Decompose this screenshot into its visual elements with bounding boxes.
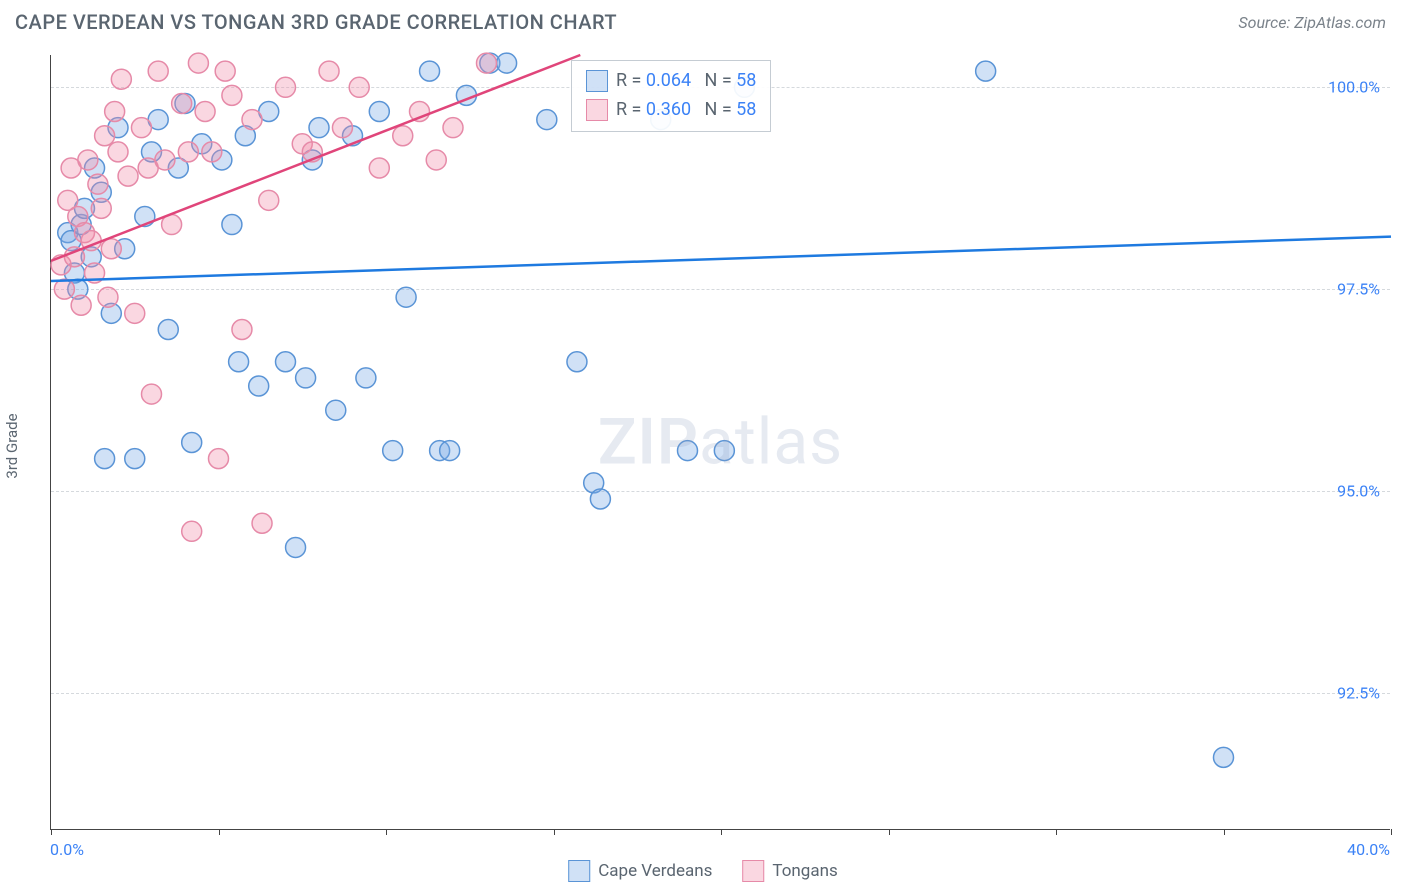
y-tick-label: 95.0% [1337,481,1380,500]
legend-swatch [586,99,608,121]
data-point [54,279,74,299]
data-point [443,118,463,138]
data-point [78,150,98,170]
data-point [105,102,125,122]
data-point [309,118,329,138]
data-point [182,433,202,453]
data-point [118,166,138,186]
data-point [349,77,369,97]
trend-line [51,55,580,261]
data-point [259,190,279,210]
x-tick-mark [889,829,890,835]
data-point [91,198,111,218]
x-tick-mark [1391,829,1392,835]
data-point [477,53,497,73]
data-point [155,150,175,170]
legend-row: R = 0.360 N = 58 [586,96,756,125]
legend-swatch [586,70,608,92]
legend-item: Tongans [742,860,837,882]
legend-swatch [742,860,764,882]
data-point [215,61,235,81]
data-point [125,303,145,323]
data-point [172,93,192,113]
data-point [125,449,145,469]
data-point [182,521,202,541]
series-legend: Cape Verdeans Tongans [568,860,838,882]
data-point [242,110,262,130]
source-attribution: Source: ZipAtlas.com [1238,13,1386,32]
chart-title: CAPE VERDEAN VS TONGAN 3RD GRADE CORRELA… [15,10,617,34]
data-point [590,489,610,509]
legend-swatch [568,860,590,882]
data-point [286,537,306,557]
legend-item: Cape Verdeans [568,860,712,882]
y-tick-label: 97.5% [1337,280,1380,299]
data-point [276,352,296,372]
data-point [369,158,389,178]
data-point [148,61,168,81]
data-point [319,61,339,81]
x-tick-mark [554,829,555,835]
data-point [276,77,296,97]
data-point [497,53,517,73]
data-point [383,441,403,461]
legend-row: R = 0.064 N = 58 [586,67,756,96]
data-point [195,102,215,122]
data-point [95,126,115,146]
x-tick-mark [219,829,220,835]
data-point [178,142,198,162]
data-point [88,174,108,194]
legend-label: Tongans [772,861,837,881]
data-point [567,352,587,372]
data-point [426,150,446,170]
data-point [393,126,413,146]
data-point [296,368,316,388]
data-point [131,118,151,138]
trend-line [51,237,1391,281]
data-point [229,352,249,372]
x-tick-mark [51,829,52,835]
data-point [537,110,557,130]
data-point [976,61,996,81]
chart-plot-area: ZIPatlas R = 0.064 N = 58R = 0.360 N = 5… [50,55,1390,830]
x-tick-mark [1056,829,1057,835]
data-point [714,441,734,461]
data-point [356,368,376,388]
data-point [142,384,162,404]
data-point [678,441,698,461]
data-point [222,85,242,105]
data-point [188,53,208,73]
y-tick-label: 100.0% [1328,78,1380,97]
data-point [108,142,128,162]
data-point [101,239,121,259]
y-axis-label: 3rd Grade [3,413,21,478]
x-tick-mark [386,829,387,835]
x-tick-mark [721,829,722,835]
data-point [95,449,115,469]
y-tick-label: 92.5% [1337,683,1380,702]
x-tick-mark [1224,829,1225,835]
data-point [209,449,229,469]
data-point [1214,747,1234,767]
legend-label: Cape Verdeans [598,861,712,881]
data-point [440,441,460,461]
correlation-legend: R = 0.064 N = 58R = 0.360 N = 58 [571,60,771,132]
data-point [158,319,178,339]
data-point [396,287,416,307]
data-point [232,319,252,339]
data-point [332,118,352,138]
data-point [202,142,222,162]
data-point [111,69,131,89]
scatter-plot-svg [51,55,1390,829]
data-point [71,295,91,315]
data-point [420,61,440,81]
data-point [222,215,242,235]
data-point [98,287,118,307]
data-point [252,513,272,533]
data-point [249,376,269,396]
data-point [326,400,346,420]
data-point [369,102,389,122]
